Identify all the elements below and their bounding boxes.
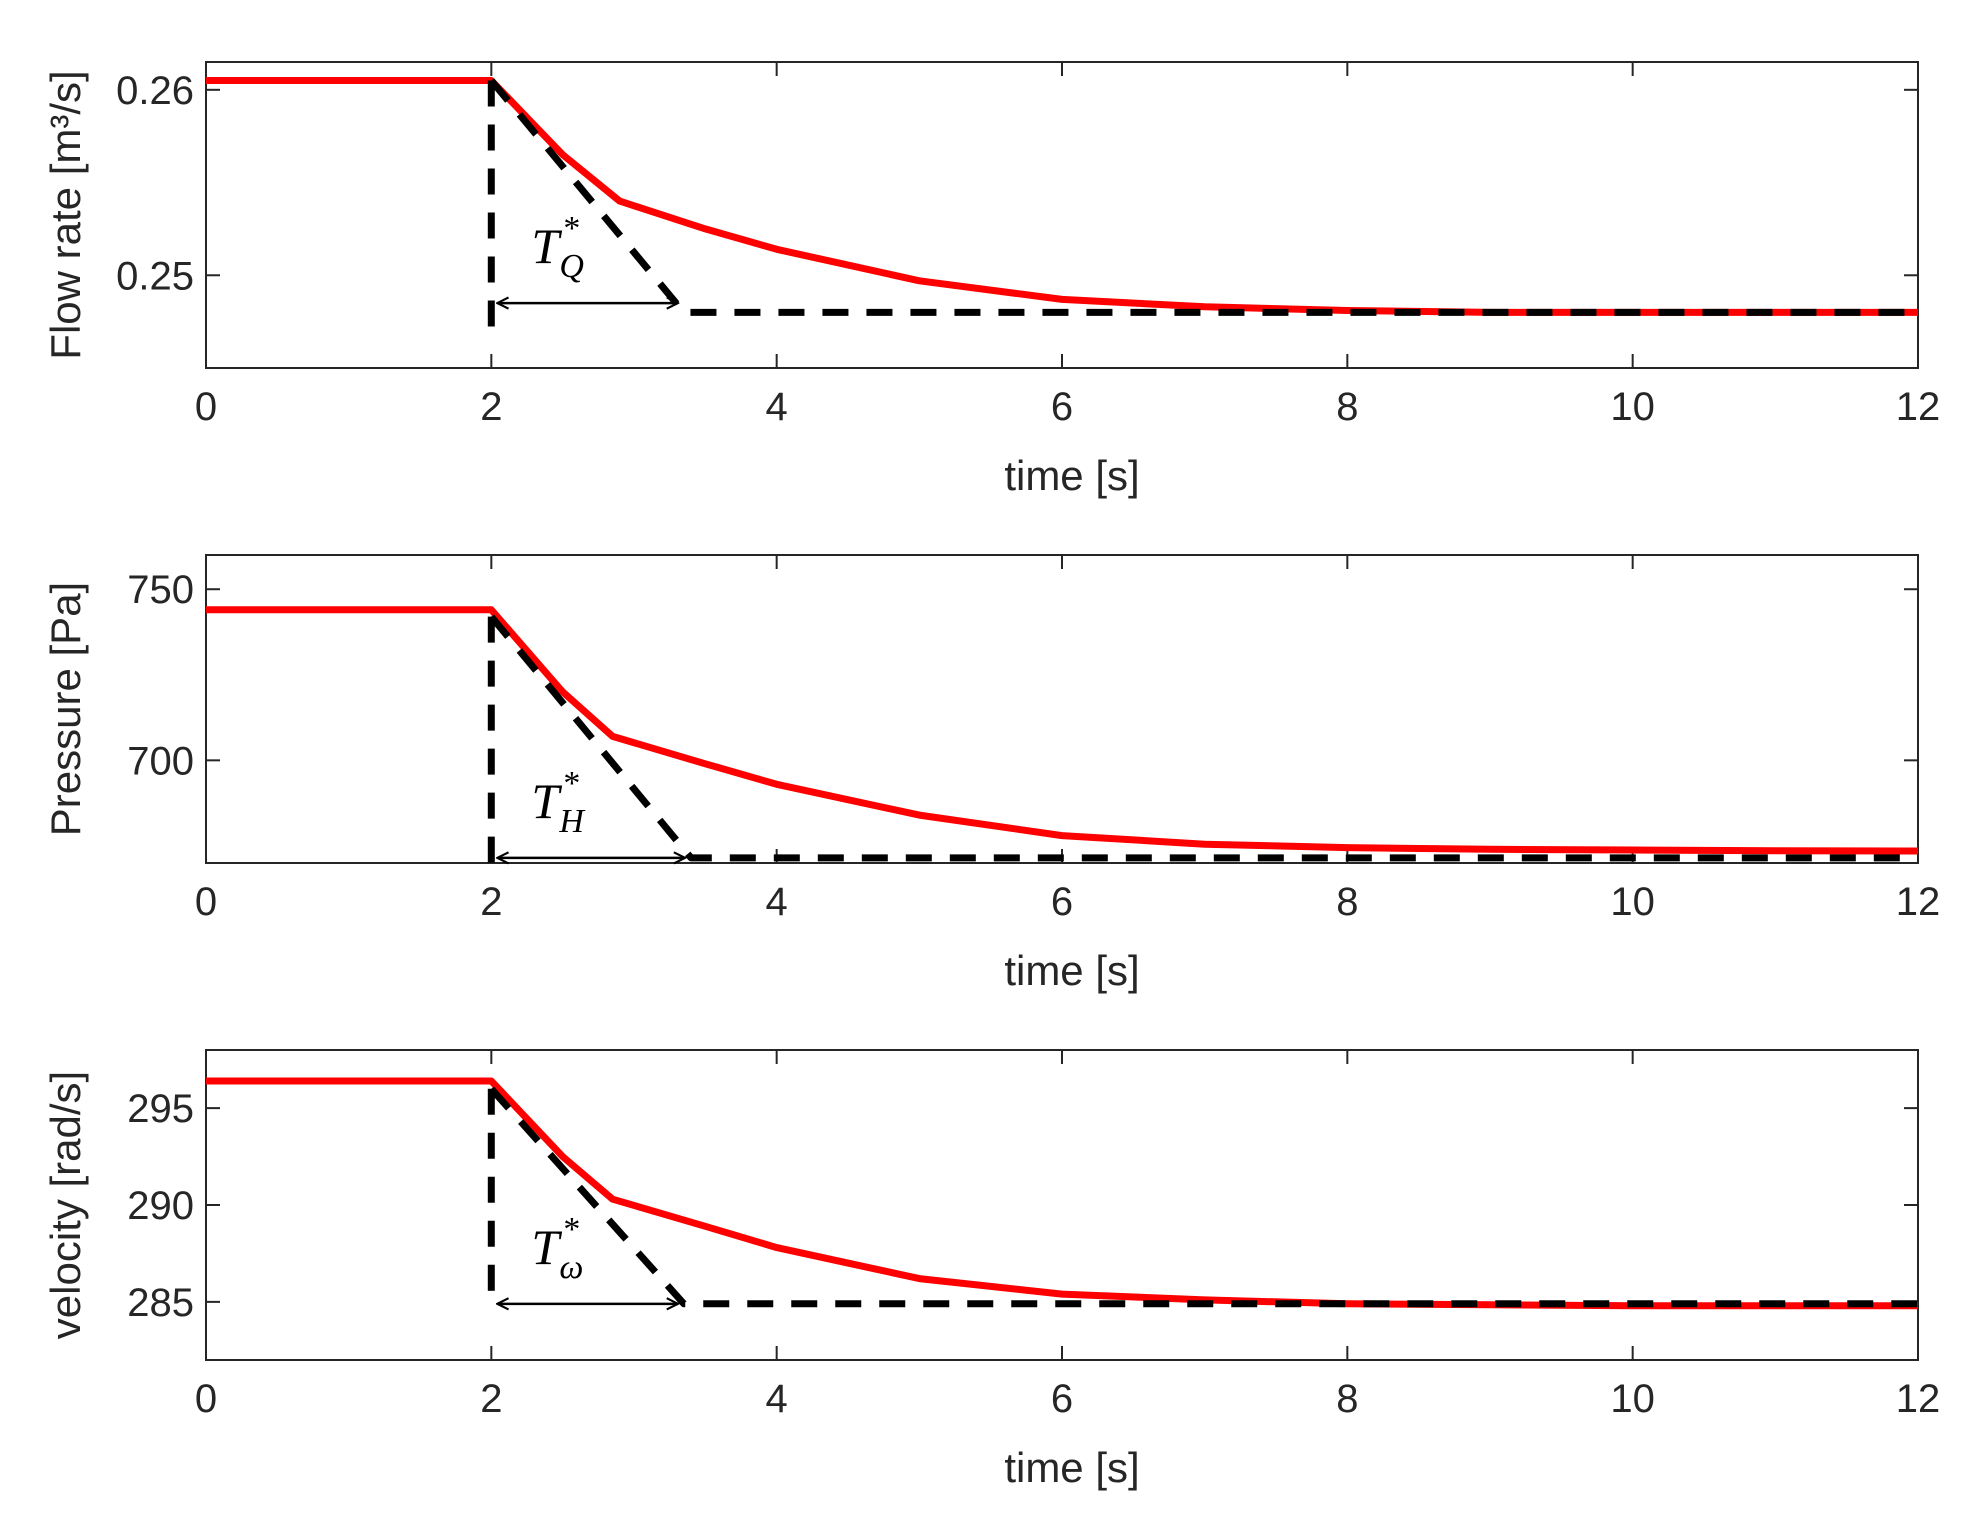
x-tick-label: 4 [766, 880, 788, 924]
x-tick-label: 0 [195, 385, 217, 429]
x-tick-label: 12 [1896, 385, 1941, 429]
y-tick-label: 295 [127, 1087, 194, 1131]
dashed-series-line [488, 1086, 1918, 1308]
y-tick-label: 750 [127, 568, 194, 612]
x-tick-label: 4 [766, 1377, 788, 1421]
x-tick-label: 4 [766, 385, 788, 429]
x-tick-label: 10 [1610, 385, 1655, 429]
y-tick-label: 285 [127, 1281, 194, 1325]
x-tick-label: 0 [195, 1377, 217, 1421]
series-group [206, 1077, 1918, 1310]
axes-box [205, 554, 1919, 864]
axes-box [205, 61, 1919, 369]
red-series-line [206, 1077, 1918, 1310]
x-tick-label: 6 [1051, 385, 1073, 429]
y-axis-title: Flow rate [m³/s] [42, 70, 89, 359]
symbol-T: T [531, 218, 562, 274]
symbol-subscript: ω [559, 1249, 583, 1286]
x-tick-label: 6 [1051, 1377, 1073, 1421]
y-tick-label: 0.26 [116, 69, 194, 113]
x-tick-label: 2 [480, 385, 502, 429]
time-constant-label: T H* [531, 765, 586, 840]
red-series-line [206, 606, 1918, 855]
dashed-series-line [488, 78, 1918, 316]
x-tick-label: 10 [1610, 880, 1655, 924]
x-tick-label: 12 [1896, 1377, 1941, 1421]
series-group [206, 77, 1918, 330]
x-tick-label: 10 [1610, 1377, 1655, 1421]
y-tick-label: 290 [127, 1184, 194, 1228]
symbol-superscript: * [563, 210, 580, 247]
axes-box [205, 1049, 1919, 1361]
symbol-T: T [531, 1219, 562, 1275]
x-tick-label: 8 [1336, 880, 1358, 924]
symbol-T: T [531, 773, 562, 829]
chart-panel-2: 0 2 4 6 8 10 12 700 750 time [s] Pressure [Pa] T H* [42, 554, 1941, 994]
x-axis-title: time [s] [1004, 1444, 1139, 1491]
x-tick-label: 2 [480, 1377, 502, 1421]
symbol-subscript: Q [559, 248, 584, 285]
dashed-series-line [488, 614, 1918, 862]
series-group [206, 606, 1918, 863]
symbol-superscript: * [563, 1211, 580, 1248]
chart-panel-3: 0 2 4 6 8 10 12 285 290 295 time [s] velocity [rad/… [42, 1049, 1941, 1491]
x-tick-label: 8 [1336, 385, 1358, 429]
x-tick-label: 12 [1896, 880, 1941, 924]
symbol-superscript: * [563, 765, 580, 802]
y-axis-title: velocity [rad/s] [42, 1071, 89, 1339]
time-constant-label: T Q* [531, 210, 584, 285]
red-series-line [206, 77, 1918, 316]
x-tick-label: 0 [195, 880, 217, 924]
chart-panel-1: 0 2 4 6 8 10 12 0.25 0.26 time [s] Flow rate [m³/s… [42, 61, 1941, 499]
x-tick-label: 6 [1051, 880, 1073, 924]
x-axis-title: time [s] [1004, 452, 1139, 499]
x-tick-label: 8 [1336, 1377, 1358, 1421]
y-tick-label: 700 [127, 739, 194, 783]
x-tick-label: 2 [480, 880, 502, 924]
y-tick-label: 0.25 [116, 254, 194, 298]
y-axis-title: Pressure [Pa] [42, 582, 89, 836]
symbol-subscript: H [558, 803, 586, 840]
x-axis-title: time [s] [1004, 947, 1139, 994]
